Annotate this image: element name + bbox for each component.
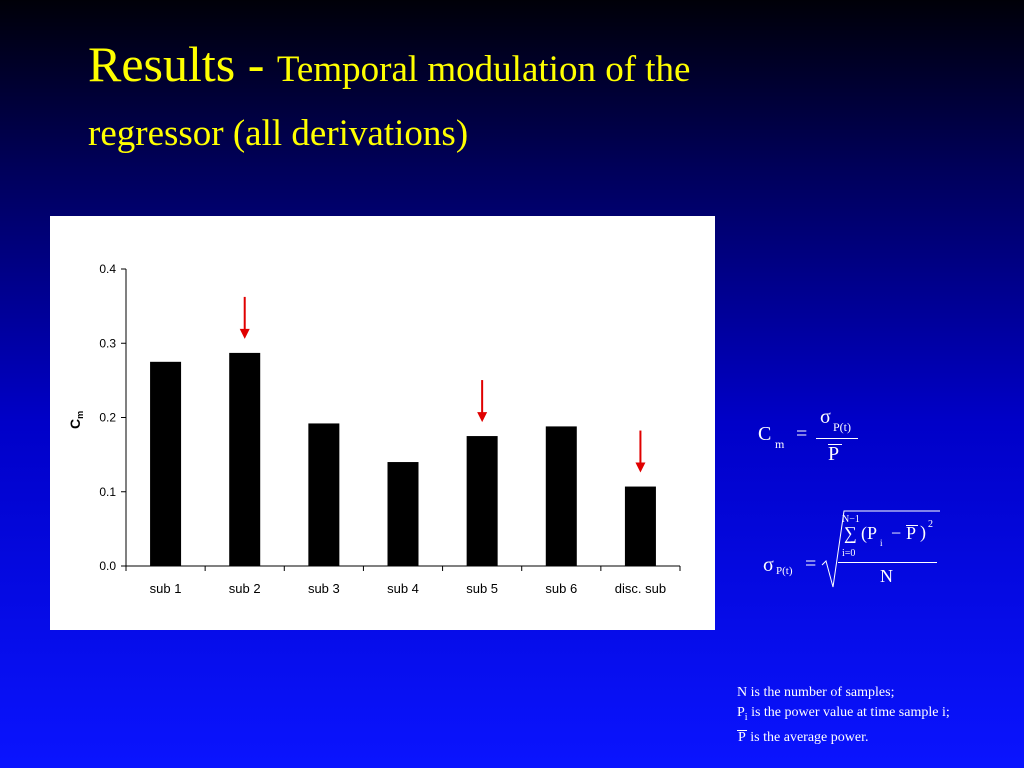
term-pbar-overline bbox=[906, 525, 918, 526]
cm-numerator: σ bbox=[820, 406, 831, 428]
title-subtitle-part2: regressor (all derivations) bbox=[88, 113, 469, 154]
note-var-pbar: P bbox=[737, 729, 747, 745]
x-tick-label: disc. sub bbox=[615, 581, 666, 596]
term-open: (P bbox=[861, 523, 878, 543]
x-tick-label: sub 4 bbox=[387, 581, 419, 596]
cm-numerator-sub: P(t) bbox=[833, 420, 851, 434]
cm-denominator-bar bbox=[828, 444, 842, 445]
sum-lower-limit: i=0 bbox=[842, 548, 856, 559]
term-power: 2 bbox=[928, 519, 933, 530]
x-tick-label: sub 3 bbox=[308, 581, 340, 596]
arrow-down-icon bbox=[477, 412, 488, 423]
term-close: ) bbox=[920, 522, 926, 542]
bar-sub-6 bbox=[545, 426, 577, 566]
x-tick-label: sub 1 bbox=[150, 581, 182, 596]
term-pbar: P bbox=[906, 523, 917, 543]
bar-chart-panel: 0.0 0.1 0.2 0.3 0.4 Cm sub 1 sub 2 sub 3 sub 4 sub… bbox=[50, 216, 715, 630]
slide-title: Results - Temporal modulation of the reg… bbox=[88, 32, 968, 154]
note-line-2-text: is the power value at time sample i; bbox=[747, 705, 950, 720]
sqrt-sign-icon bbox=[821, 510, 940, 588]
y-tick-label: 0.2 bbox=[99, 411, 116, 425]
sum-sign: ∑ bbox=[844, 523, 857, 543]
note-line-3: P is the average power. bbox=[737, 728, 1019, 748]
y-axis-label-main: C bbox=[67, 419, 83, 429]
bar-sub-3 bbox=[308, 423, 340, 566]
bar-disc-sub bbox=[624, 486, 656, 566]
y-tick-label: 0.0 bbox=[99, 559, 116, 573]
note-line-3-text: is the average power. bbox=[746, 729, 869, 745]
title-subtitle-part1: Temporal modulation of the bbox=[276, 49, 691, 90]
y-tick-label: 0.3 bbox=[99, 336, 116, 350]
bar-chart: 0.0 0.1 0.2 0.3 0.4 Cm sub 1 sub 2 sub 3 sub 4 sub… bbox=[67, 262, 681, 596]
note-line-1: N is the number of samples; bbox=[737, 685, 895, 700]
title-main: Results - bbox=[88, 36, 277, 92]
sigma-lhs: σ bbox=[763, 554, 774, 576]
bar-sub-5 bbox=[466, 436, 498, 566]
note-var-p: P bbox=[737, 705, 745, 720]
note-var-p-sub: i bbox=[744, 711, 748, 723]
term-minus: − bbox=[891, 523, 902, 543]
bar-sub-1 bbox=[150, 361, 182, 566]
cm-lhs: C bbox=[758, 423, 772, 445]
sigma-denominator: N bbox=[880, 566, 893, 586]
arrow-down-icon bbox=[239, 328, 250, 339]
sigma-fraction-bar bbox=[838, 562, 937, 563]
arrow-down-icon bbox=[635, 462, 646, 473]
sigma-formula: σ P(t) = N−1 ∑ i=0 (P i − P ) 2 N bbox=[760, 505, 960, 591]
sigma-equals: = bbox=[805, 553, 817, 575]
bar-sub-2 bbox=[229, 352, 261, 566]
formula-notes: N is the number of samples; Pi is the po… bbox=[737, 683, 1019, 748]
note-line-2: Pi is the power value at time sample i; bbox=[737, 703, 1019, 728]
y-tick-label: 0.4 bbox=[99, 262, 116, 276]
cm-formula: C m = σ P(t) P bbox=[758, 406, 878, 470]
sum-upper-limit: N−1 bbox=[842, 514, 860, 525]
sigma-lhs-sub: P(t) bbox=[776, 565, 793, 577]
term-sub: i bbox=[880, 538, 883, 548]
x-tick-label: sub 6 bbox=[545, 581, 577, 596]
cm-fraction-bar bbox=[816, 438, 858, 439]
y-tick-label: 0.1 bbox=[99, 485, 116, 499]
title-line-1: Results - Temporal modulation of the bbox=[88, 32, 968, 102]
x-tick-label: sub 2 bbox=[229, 581, 261, 596]
y-axis-label: Cm bbox=[67, 411, 85, 429]
bar-sub-4 bbox=[387, 462, 419, 566]
x-tick-label: sub 5 bbox=[466, 581, 498, 596]
cm-lhs-sub: m bbox=[775, 437, 785, 451]
cm-denominator: P bbox=[828, 443, 840, 465]
y-axis-label-sub: m bbox=[75, 411, 85, 419]
cm-equals: = bbox=[796, 423, 808, 445]
